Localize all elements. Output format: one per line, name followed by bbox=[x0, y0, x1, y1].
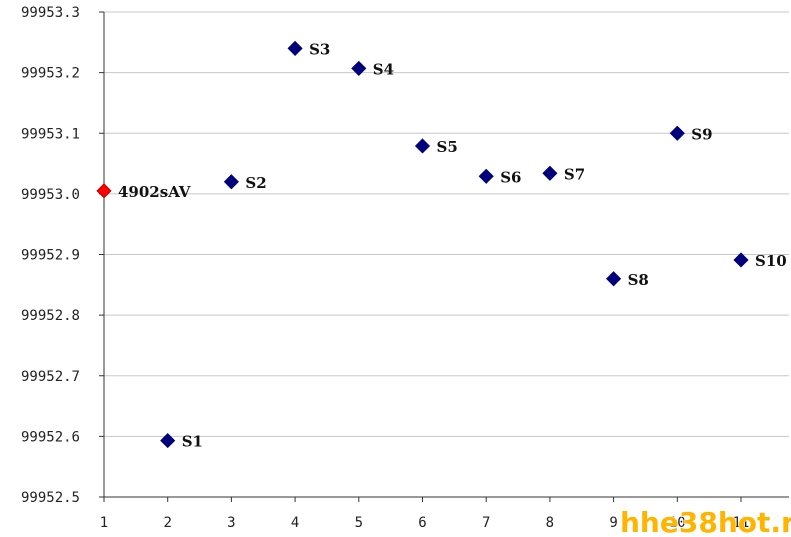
grid-lines bbox=[104, 11, 789, 437]
y-tick-label: 99952.8 bbox=[21, 308, 80, 324]
y-tick-label: 99952.9 bbox=[21, 248, 80, 264]
data-point-marker bbox=[478, 168, 494, 184]
data-point-marker bbox=[351, 60, 367, 76]
data-point-label: S1 bbox=[182, 433, 203, 451]
x-tick-label: 9 bbox=[609, 515, 617, 531]
data-point-marker bbox=[160, 433, 176, 449]
x-tick-label: 4 bbox=[291, 515, 299, 531]
data-point-marker bbox=[669, 125, 685, 141]
watermark: hhe38hot.r bbox=[620, 506, 791, 537]
x-tick-label: 8 bbox=[546, 515, 554, 531]
x-tick-label: 6 bbox=[418, 515, 426, 531]
data-points: 4902sAV S1 S2 S3 S4 S5 S6 S7 S8 S9 S10 bbox=[96, 40, 787, 451]
data-point-marker bbox=[606, 271, 622, 287]
y-tick-label: 99952.7 bbox=[21, 369, 80, 385]
x-tick-label: 11 bbox=[733, 515, 750, 531]
data-point-marker bbox=[223, 174, 239, 190]
data-point-marker bbox=[542, 165, 558, 181]
data-point-label: S5 bbox=[437, 138, 458, 156]
data-point-label: S3 bbox=[309, 40, 330, 58]
x-tick-label: 2 bbox=[163, 515, 171, 531]
y-tick-label: 99952.6 bbox=[21, 429, 80, 445]
data-point-label: 4902sAV bbox=[118, 183, 191, 201]
data-point-marker bbox=[733, 252, 749, 268]
x-tick-label: 7 bbox=[482, 515, 490, 531]
y-axis-ticks: 99953.3 99953.2 99953.1 99953.0 99952.9 99952… bbox=[21, 5, 104, 506]
data-point-label: S2 bbox=[245, 174, 266, 192]
data-point-marker bbox=[414, 138, 431, 154]
data-point-label: S7 bbox=[564, 165, 585, 183]
x-tick-label: 3 bbox=[227, 515, 235, 531]
x-axis-ticks: 1 2 3 4 5 6 7 8 9 10 11 bbox=[100, 497, 750, 531]
y-tick-label: 99953.2 bbox=[21, 66, 80, 82]
data-point-label: S8 bbox=[628, 271, 649, 289]
x-tick-label: 1 bbox=[100, 515, 108, 531]
data-point-marker bbox=[287, 40, 303, 56]
data-point-label: S4 bbox=[373, 60, 394, 78]
data-point-marker bbox=[96, 183, 112, 199]
x-tick-label: 5 bbox=[355, 515, 363, 531]
y-tick-label: 99953.3 bbox=[21, 5, 80, 21]
y-tick-label: 99953.0 bbox=[21, 187, 80, 203]
data-point-label: S10 bbox=[755, 252, 787, 270]
data-point-label: S9 bbox=[691, 125, 712, 143]
y-tick-label: 99952.5 bbox=[21, 490, 80, 506]
data-point-label: S6 bbox=[500, 168, 521, 186]
y-tick-label: 99953.1 bbox=[21, 126, 80, 142]
x-tick-label: 10 bbox=[669, 515, 686, 531]
